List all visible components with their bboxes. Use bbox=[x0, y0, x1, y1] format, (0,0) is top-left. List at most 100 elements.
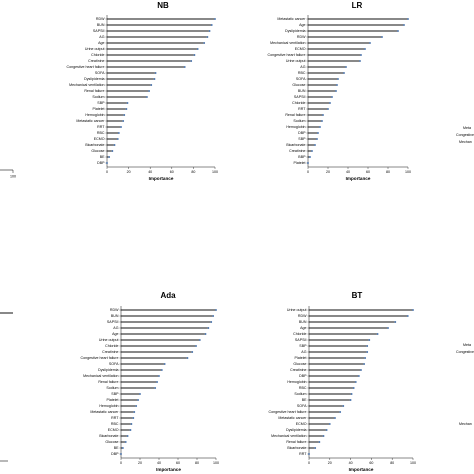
bar-point bbox=[148, 90, 151, 92]
category-label: Bicarbonate bbox=[99, 434, 118, 438]
category-label: SOFA bbox=[95, 71, 105, 75]
category-label: SBP bbox=[111, 392, 119, 396]
category-label: RBC bbox=[97, 131, 105, 135]
category-label: Metastatic cancer bbox=[278, 416, 307, 420]
chart-panel-lr: LR Metastatic cancer Age Dyslipidemia RDW Mec… bbox=[268, 1, 411, 181]
category-label: RDW bbox=[297, 35, 306, 39]
x-tick-label: 60 bbox=[176, 461, 180, 465]
category-label: ECMO bbox=[108, 428, 119, 432]
category-label: Glucose bbox=[292, 83, 305, 87]
bar-point bbox=[376, 333, 379, 335]
bar-point bbox=[329, 102, 331, 104]
x-tick-label: 80 bbox=[386, 170, 390, 174]
bar-point bbox=[204, 333, 207, 335]
bar-point bbox=[318, 441, 321, 443]
bar-point bbox=[160, 369, 163, 371]
bar-point bbox=[158, 375, 160, 377]
category-label: Urine output bbox=[287, 308, 307, 312]
x-tick-label: 80 bbox=[390, 461, 394, 465]
x-tick-label: 0 bbox=[307, 170, 309, 174]
category-label: BE bbox=[302, 398, 307, 402]
bar-point bbox=[394, 321, 397, 323]
category-label: Dyslipidemia bbox=[98, 368, 118, 372]
x-tick-label: 40 bbox=[349, 461, 353, 465]
category-label: SAPSII bbox=[295, 338, 307, 342]
bar-point bbox=[359, 60, 361, 62]
category-label: Urine output bbox=[99, 338, 119, 342]
category-label: Sodium bbox=[294, 392, 306, 396]
category-label: Chloride bbox=[292, 101, 305, 105]
bar-point bbox=[163, 363, 166, 365]
category-label: SOFA bbox=[296, 77, 306, 81]
bar-point bbox=[354, 381, 357, 383]
category-label: Chloride bbox=[91, 53, 104, 57]
category-label: ECMO bbox=[295, 47, 306, 51]
left-edge-partial-panel-bottom bbox=[0, 312, 13, 462]
category-label: Mechanical ventilation bbox=[270, 41, 305, 45]
bar-point bbox=[368, 339, 371, 341]
left-edge-tick-label: 100 bbox=[10, 175, 16, 179]
category-label: DBP bbox=[97, 161, 105, 165]
x-tick-label: 0 bbox=[308, 461, 310, 465]
x-axis-title: Importance bbox=[149, 176, 174, 181]
x-tick-label: 20 bbox=[326, 170, 330, 174]
category-label: Congestive heart failure bbox=[269, 410, 307, 414]
right-edge-label-4: Meta bbox=[463, 343, 471, 347]
left-edge-partial-panel-top: 100 bbox=[0, 169, 16, 179]
category-label: SOFA bbox=[297, 404, 307, 408]
chart-panel-bt: BT Urine output RDW BUN Age Chloride SAPSII SBP… bbox=[269, 291, 416, 472]
category-label: Hemoglobin bbox=[99, 404, 118, 408]
chart-title: NB bbox=[157, 1, 169, 10]
bar-point bbox=[369, 42, 371, 44]
bar-point bbox=[309, 156, 311, 158]
category-label: Dyslipidemia bbox=[285, 29, 305, 33]
bar-point bbox=[207, 327, 210, 329]
bar-point bbox=[407, 18, 409, 20]
x-tick-label: 0 bbox=[120, 461, 122, 465]
bar-point bbox=[215, 309, 217, 311]
x-tick-label: 60 bbox=[369, 461, 373, 465]
bar-point bbox=[186, 357, 189, 359]
category-label: BE bbox=[114, 446, 119, 450]
bar-point bbox=[150, 84, 153, 86]
category-label: Metastatic cancer bbox=[90, 410, 119, 414]
bar-point bbox=[154, 72, 157, 74]
category-label: RBC bbox=[111, 422, 119, 426]
category-label: DBP bbox=[298, 131, 306, 135]
bar-point bbox=[132, 417, 135, 419]
bar-point bbox=[116, 138, 119, 140]
category-label: SAPSII bbox=[93, 29, 105, 33]
bar-point bbox=[196, 48, 199, 50]
category-label: Bicarbonate bbox=[287, 446, 306, 450]
bar-point bbox=[307, 162, 309, 164]
bar-point bbox=[126, 102, 129, 104]
x-axis-title: Importance bbox=[346, 176, 371, 181]
bar-point bbox=[363, 363, 366, 365]
category-label: ECMO bbox=[296, 422, 307, 426]
right-edge-partial-panel-bottom: Meta Congestive Mechan bbox=[456, 343, 474, 426]
category-label: SAPSII bbox=[107, 320, 119, 324]
bar-point bbox=[108, 156, 111, 158]
bar-point bbox=[120, 453, 122, 455]
bar-point bbox=[360, 54, 362, 56]
x-tick-label: 100 bbox=[213, 461, 219, 465]
bar-point bbox=[358, 375, 360, 377]
bar-point bbox=[146, 96, 148, 98]
bar-point bbox=[122, 120, 125, 122]
bar-point bbox=[139, 393, 141, 395]
category-label: RDW bbox=[298, 314, 307, 318]
bar-point bbox=[381, 36, 383, 38]
category-label: RBC bbox=[299, 386, 307, 390]
x-tick-label: 20 bbox=[127, 170, 131, 174]
category-label: RRT bbox=[298, 107, 306, 111]
category-label: Congestive heart failure bbox=[81, 356, 119, 360]
category-label: Metastatic cancer bbox=[76, 119, 105, 123]
x-tick-label: 100 bbox=[212, 170, 218, 174]
bar-point bbox=[193, 54, 196, 56]
bar-point bbox=[350, 393, 353, 395]
category-label: Congestive heart failure bbox=[268, 53, 306, 57]
category-label: Age bbox=[300, 326, 306, 330]
bar-point bbox=[113, 144, 116, 146]
category-label: Bicarbonate bbox=[85, 143, 104, 147]
